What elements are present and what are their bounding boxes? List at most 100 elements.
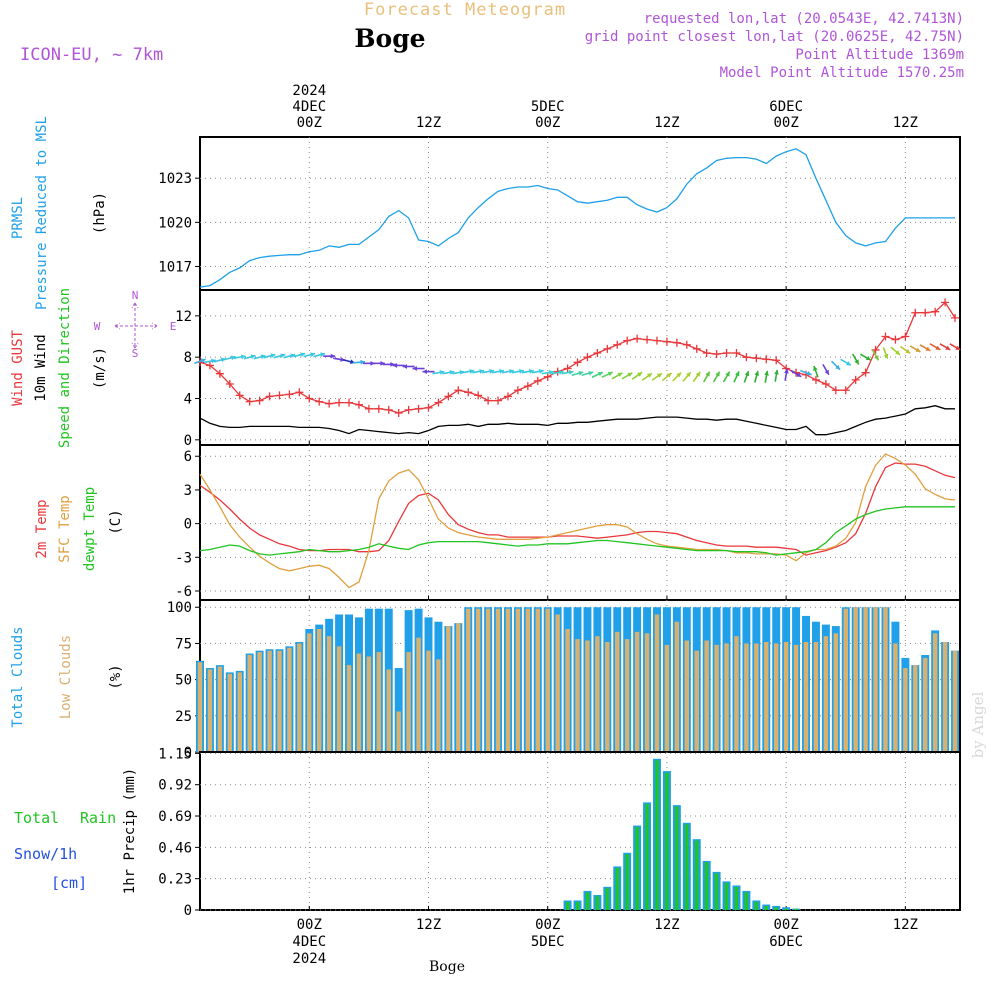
wind-direction-arrowhead xyxy=(915,347,921,352)
series-line xyxy=(199,301,956,414)
y-tick-label: 4 xyxy=(184,392,192,408)
low-cloud-bar xyxy=(277,650,282,752)
rain-precip-bar xyxy=(575,901,580,910)
low-cloud-bar xyxy=(456,623,461,752)
gust-marker xyxy=(533,376,542,385)
panel-frame xyxy=(199,444,961,601)
low-cloud-bar xyxy=(833,633,839,752)
gust-marker xyxy=(851,375,860,384)
gust-marker xyxy=(543,372,552,381)
forecast-title: Forecast Meteogram xyxy=(364,0,566,20)
low-cloud-bar xyxy=(664,644,670,752)
wind-direction-arrowhead xyxy=(449,370,455,375)
gust-marker xyxy=(394,408,403,417)
low-cloud-bar xyxy=(684,640,690,752)
y-tick-label: 0.23 xyxy=(158,872,192,888)
low-cloud-bar xyxy=(297,643,302,752)
low-cloud-bar xyxy=(654,614,660,752)
rain-precip-bar xyxy=(724,882,729,910)
y-tick-label: -3 xyxy=(175,550,192,566)
y-tick-label: 25 xyxy=(175,709,192,725)
series-line xyxy=(199,506,955,556)
wind-direction-arrowhead xyxy=(489,368,495,374)
axis-label: Wind GUST xyxy=(10,330,26,406)
wind-direction-arrowhead xyxy=(656,373,662,378)
low-cloud-bar xyxy=(863,607,868,752)
low-cloud-bar xyxy=(634,631,640,752)
low-cloud-bar xyxy=(585,640,590,752)
y-tick-label: -6 xyxy=(175,584,192,600)
gust-marker xyxy=(772,356,781,365)
compass-label: E xyxy=(170,320,177,333)
pressure-panel: 1017 1020 1023 PRMSL Pressure Reduced to MSL… xyxy=(10,116,961,310)
location-title: Boge xyxy=(354,24,425,53)
axis-label: Low Clouds xyxy=(58,635,74,719)
wind-direction-arrowhead xyxy=(764,370,769,376)
low-cloud-bar xyxy=(644,633,650,752)
wind-direction-arrowhead xyxy=(597,371,603,377)
rain-precip-bar xyxy=(595,896,600,910)
gust-marker xyxy=(345,398,354,407)
wind-direction-arrowhead xyxy=(270,353,276,359)
low-cloud-bar xyxy=(356,653,362,752)
low-cloud-bar xyxy=(376,652,382,752)
rain-precip-bar xyxy=(714,873,719,910)
low-cloud-bar xyxy=(813,641,819,752)
top-axis-label: 12Z xyxy=(893,115,918,131)
low-cloud-bar xyxy=(525,608,531,752)
wind-direction-arrowhead xyxy=(617,372,623,378)
wind-direction-arrowhead xyxy=(685,372,691,378)
gust-marker xyxy=(583,353,592,362)
wind-direction-arrowhead xyxy=(370,360,375,366)
gust-marker xyxy=(444,392,453,401)
axis-label: 10m Wind xyxy=(33,334,49,401)
low-cloud-bar xyxy=(237,672,242,752)
gust-marker xyxy=(404,405,413,414)
y-tick-label: 75 xyxy=(175,636,192,652)
wind-direction-arrowhead xyxy=(250,354,256,360)
low-cloud-bar xyxy=(346,665,352,752)
top-axis-label: 2024 xyxy=(292,83,326,99)
top-axis-label: 12Z xyxy=(416,115,441,131)
low-cloud-bar xyxy=(307,633,312,752)
gust-marker xyxy=(563,364,572,373)
wind-direction-arrowhead xyxy=(548,370,554,375)
gust-marker xyxy=(623,336,632,345)
wind-direction-arrowhead xyxy=(469,368,475,374)
series-line xyxy=(199,148,955,288)
wind-direction-arrowhead xyxy=(230,355,236,361)
top-axis-label: 00Z xyxy=(535,115,560,131)
gust-marker xyxy=(285,390,294,399)
compass-label: W xyxy=(94,320,101,333)
wind-direction-arrowhead xyxy=(422,369,427,375)
wind-direction-arrowhead xyxy=(725,371,730,377)
gust-marker xyxy=(335,398,344,407)
y-tick-label: 1023 xyxy=(158,171,192,187)
rain-precip-bar xyxy=(784,908,788,910)
gust-marker xyxy=(722,349,731,358)
precip-legend-label: Snow/1h xyxy=(14,845,77,863)
grid-point-coords: grid point closest lon,lat (20.0625E, 42… xyxy=(585,29,964,45)
wind-direction-arrowhead xyxy=(459,370,465,375)
low-cloud-bar xyxy=(704,640,709,752)
wind-direction-arrowhead xyxy=(715,371,720,377)
temperature-panel: -6 -3 0 3 6 2m Temp SFC Temp dewpt Temp (C) xyxy=(34,444,961,601)
wind-direction-arrowhead xyxy=(240,354,246,360)
low-cloud-bar xyxy=(783,641,789,752)
rain-precip-bar xyxy=(665,772,669,910)
axis-label: (C) xyxy=(108,509,124,534)
y-tick-label: 8 xyxy=(184,350,192,366)
total-cloud-bar xyxy=(394,668,403,752)
panel-frame xyxy=(199,751,961,911)
wind-direction-arrowhead xyxy=(439,370,445,375)
wind-direction-arrowhead xyxy=(320,352,326,357)
wind-direction-arrowhead xyxy=(330,353,336,359)
gust-marker xyxy=(613,340,622,349)
axis-label: (%) xyxy=(108,664,124,689)
top-axis-label: 6DEC xyxy=(769,99,803,115)
gust-marker xyxy=(652,336,661,345)
series-line xyxy=(199,405,955,436)
wind-direction-arrowhead xyxy=(813,365,818,371)
y-tick-label: 6 xyxy=(184,449,192,465)
